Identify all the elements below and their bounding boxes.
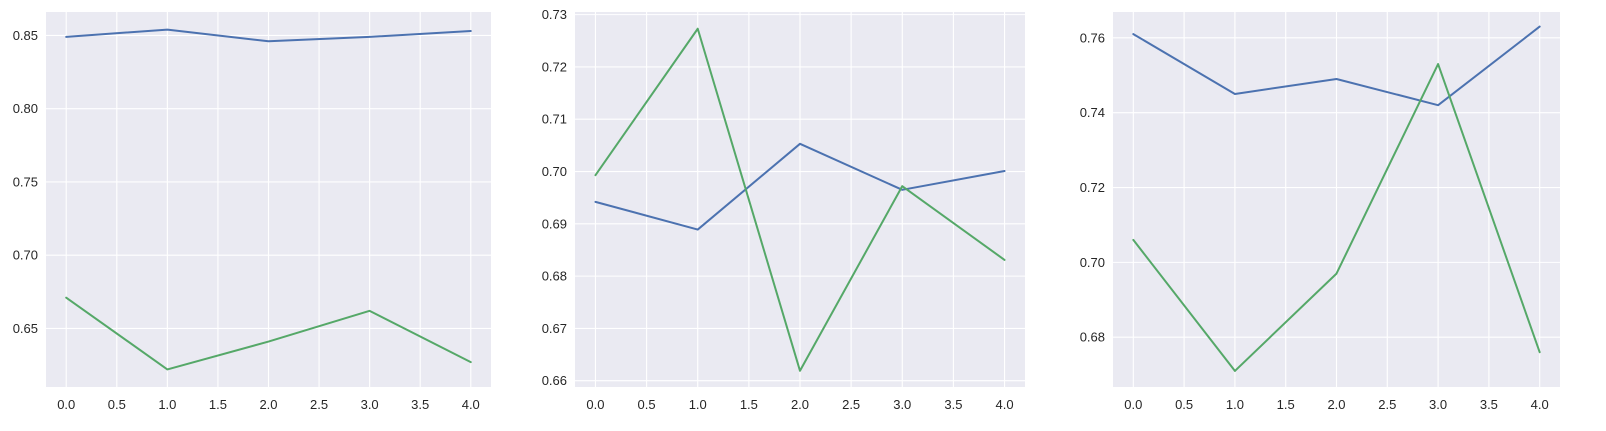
x-tick-label: 1.0 [1226,397,1244,412]
x-tick-label: 1.5 [1277,397,1295,412]
y-tick-label: 0.85 [13,28,38,43]
x-tick-label: 4.0 [1531,397,1549,412]
chart-panel-2: 0.0 0.5 1.0 1.5 2.0 2.5 3.0 3.5 4.0 0.66 0.67 0.68 0… [542,7,1025,412]
x-tick-label: 1.5 [740,397,758,412]
y-tick-label: 0.80 [13,101,38,116]
y-tick-label: 0.66 [542,373,567,388]
x-tick-label: 2.5 [310,397,328,412]
x-tick-label: 0.5 [108,397,126,412]
series-line-1 [1132,25,1541,107]
series-line-2 [65,296,472,371]
y-tick-label: 0.74 [1080,105,1105,120]
series-line-1 [594,142,1006,231]
x-tick-label: 0.0 [586,397,604,412]
x-tick-label: 2.5 [1378,397,1396,412]
x-tick-label: 4.0 [996,397,1014,412]
x-tick-label: 0.0 [1124,397,1142,412]
y-tick-label: 0.68 [1080,330,1105,345]
y-tick-label: 0.69 [542,216,567,231]
y-tick-label: 0.72 [542,59,567,74]
x-tick-label: 2.0 [791,397,809,412]
y-tick-label: 0.76 [1080,30,1105,45]
y-tick-label: 0.68 [542,269,567,284]
x-tick-label: 3.0 [893,397,911,412]
x-tick-label: 3.5 [411,397,429,412]
x-tick-label: 3.5 [1480,397,1498,412]
y-tick-label: 0.70 [542,164,567,179]
x-tick-label: 2.0 [1327,397,1345,412]
x-tick-label: 3.0 [1429,397,1447,412]
chart-panel-1: 0.0 0.5 1.0 1.5 2.0 2.5 3.0 3.5 4.0 0.65 0.70 0.75 0… [13,12,491,412]
y-tick-label: 0.65 [13,321,38,336]
y-tick-label: 0.73 [542,7,567,22]
y-tick-label: 0.72 [1080,180,1105,195]
y-tick-label: 0.67 [542,321,567,336]
x-tick-label: 0.5 [638,397,656,412]
x-tick-label: 1.5 [209,397,227,412]
x-tick-label: 0.5 [1175,397,1193,412]
series-line-1 [65,28,472,43]
y-tick-label: 0.71 [542,112,567,127]
x-tick-label: 0.0 [57,397,75,412]
y-tick-label: 0.75 [13,174,38,189]
y-tick-label: 0.70 [1080,255,1105,270]
x-tick-label: 4.0 [462,397,480,412]
x-tick-label: 2.5 [842,397,860,412]
x-tick-label: 3.5 [944,397,962,412]
y-tick-label: 0.70 [13,248,38,263]
series-line-2 [594,27,1006,372]
x-tick-label: 1.0 [689,397,707,412]
x-tick-label: 2.0 [259,397,277,412]
x-tick-label: 1.0 [158,397,176,412]
chart-panel-3: 0.0 0.5 1.0 1.5 2.0 2.5 3.0 3.5 4.0 0.68 0.70 0.72 0… [1080,12,1560,412]
series-line-2 [1132,63,1541,372]
x-tick-label: 3.0 [361,397,379,412]
